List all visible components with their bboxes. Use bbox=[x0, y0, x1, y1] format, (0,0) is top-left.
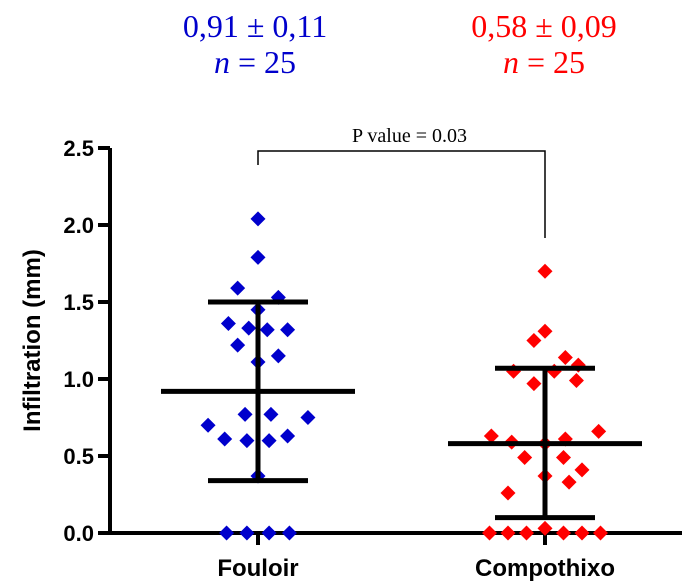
data-point bbox=[230, 280, 246, 296]
data-point bbox=[574, 525, 590, 541]
y-tick-label: 2.5 bbox=[63, 136, 94, 161]
data-point bbox=[537, 263, 553, 279]
data-point bbox=[519, 525, 534, 541]
data-point bbox=[250, 211, 266, 227]
data-point bbox=[237, 406, 253, 422]
data-point bbox=[219, 525, 235, 541]
data-point bbox=[574, 462, 590, 478]
group2-n: n = 25 bbox=[424, 44, 664, 80]
data-point bbox=[591, 423, 607, 439]
y-tick-label: 0.5 bbox=[63, 444, 94, 469]
group2-mean-sd: 0,58 ± 0,09 bbox=[471, 8, 617, 44]
data-point bbox=[250, 249, 266, 265]
data-point bbox=[200, 417, 216, 433]
data-point bbox=[482, 525, 497, 541]
significance-bracket bbox=[257, 150, 546, 238]
group1-summary: 0,91 ± 0,11 n = 25 bbox=[135, 8, 375, 80]
data-point bbox=[517, 450, 533, 466]
data-point bbox=[500, 485, 516, 501]
data-point bbox=[557, 349, 573, 365]
data-point bbox=[483, 428, 499, 444]
data-point bbox=[556, 525, 571, 541]
group1-n-var: n bbox=[213, 44, 230, 80]
group1-n-value: = 25 bbox=[229, 44, 297, 80]
group1-n: n = 25 bbox=[135, 44, 375, 80]
data-point bbox=[220, 316, 236, 332]
y-axis-title: Infiltration (mm) bbox=[19, 249, 46, 432]
y-tick-label: 2.0 bbox=[63, 213, 94, 238]
data-point bbox=[217, 431, 233, 447]
data-point bbox=[230, 337, 246, 353]
data-point bbox=[281, 525, 297, 541]
data-point bbox=[270, 348, 286, 364]
data-point bbox=[537, 520, 553, 536]
data-point bbox=[239, 525, 255, 541]
x-category-label: Compothixo bbox=[475, 555, 615, 582]
data-point bbox=[537, 323, 553, 339]
data-point bbox=[593, 525, 608, 541]
data-point bbox=[261, 525, 277, 541]
y-tick-label: 1.5 bbox=[63, 290, 94, 315]
y-tick-label: 1.0 bbox=[63, 367, 94, 392]
data-point bbox=[263, 406, 279, 422]
data-point bbox=[568, 373, 584, 389]
data-point bbox=[556, 450, 571, 466]
group2-summary: 0,58 ± 0,09 n = 25 bbox=[424, 8, 664, 80]
x-category-label: Fouloir bbox=[217, 555, 298, 582]
data-point bbox=[239, 433, 255, 449]
data-point bbox=[526, 333, 542, 348]
data-point bbox=[280, 322, 296, 338]
data-point bbox=[300, 410, 316, 425]
data-point bbox=[241, 320, 257, 336]
p-value-label: P value = 0.03 bbox=[352, 125, 467, 147]
y-tick-label: 0.0 bbox=[63, 521, 94, 546]
data-point bbox=[500, 525, 516, 541]
data-point bbox=[261, 433, 277, 449]
data-point bbox=[280, 428, 296, 444]
group2-n-var: n bbox=[502, 44, 519, 80]
data-point bbox=[561, 474, 577, 490]
data-point bbox=[526, 376, 542, 392]
data-point bbox=[259, 322, 275, 338]
group1-mean-sd: 0,91 ± 0,11 bbox=[182, 8, 328, 44]
group2-n-value: = 25 bbox=[518, 44, 586, 80]
